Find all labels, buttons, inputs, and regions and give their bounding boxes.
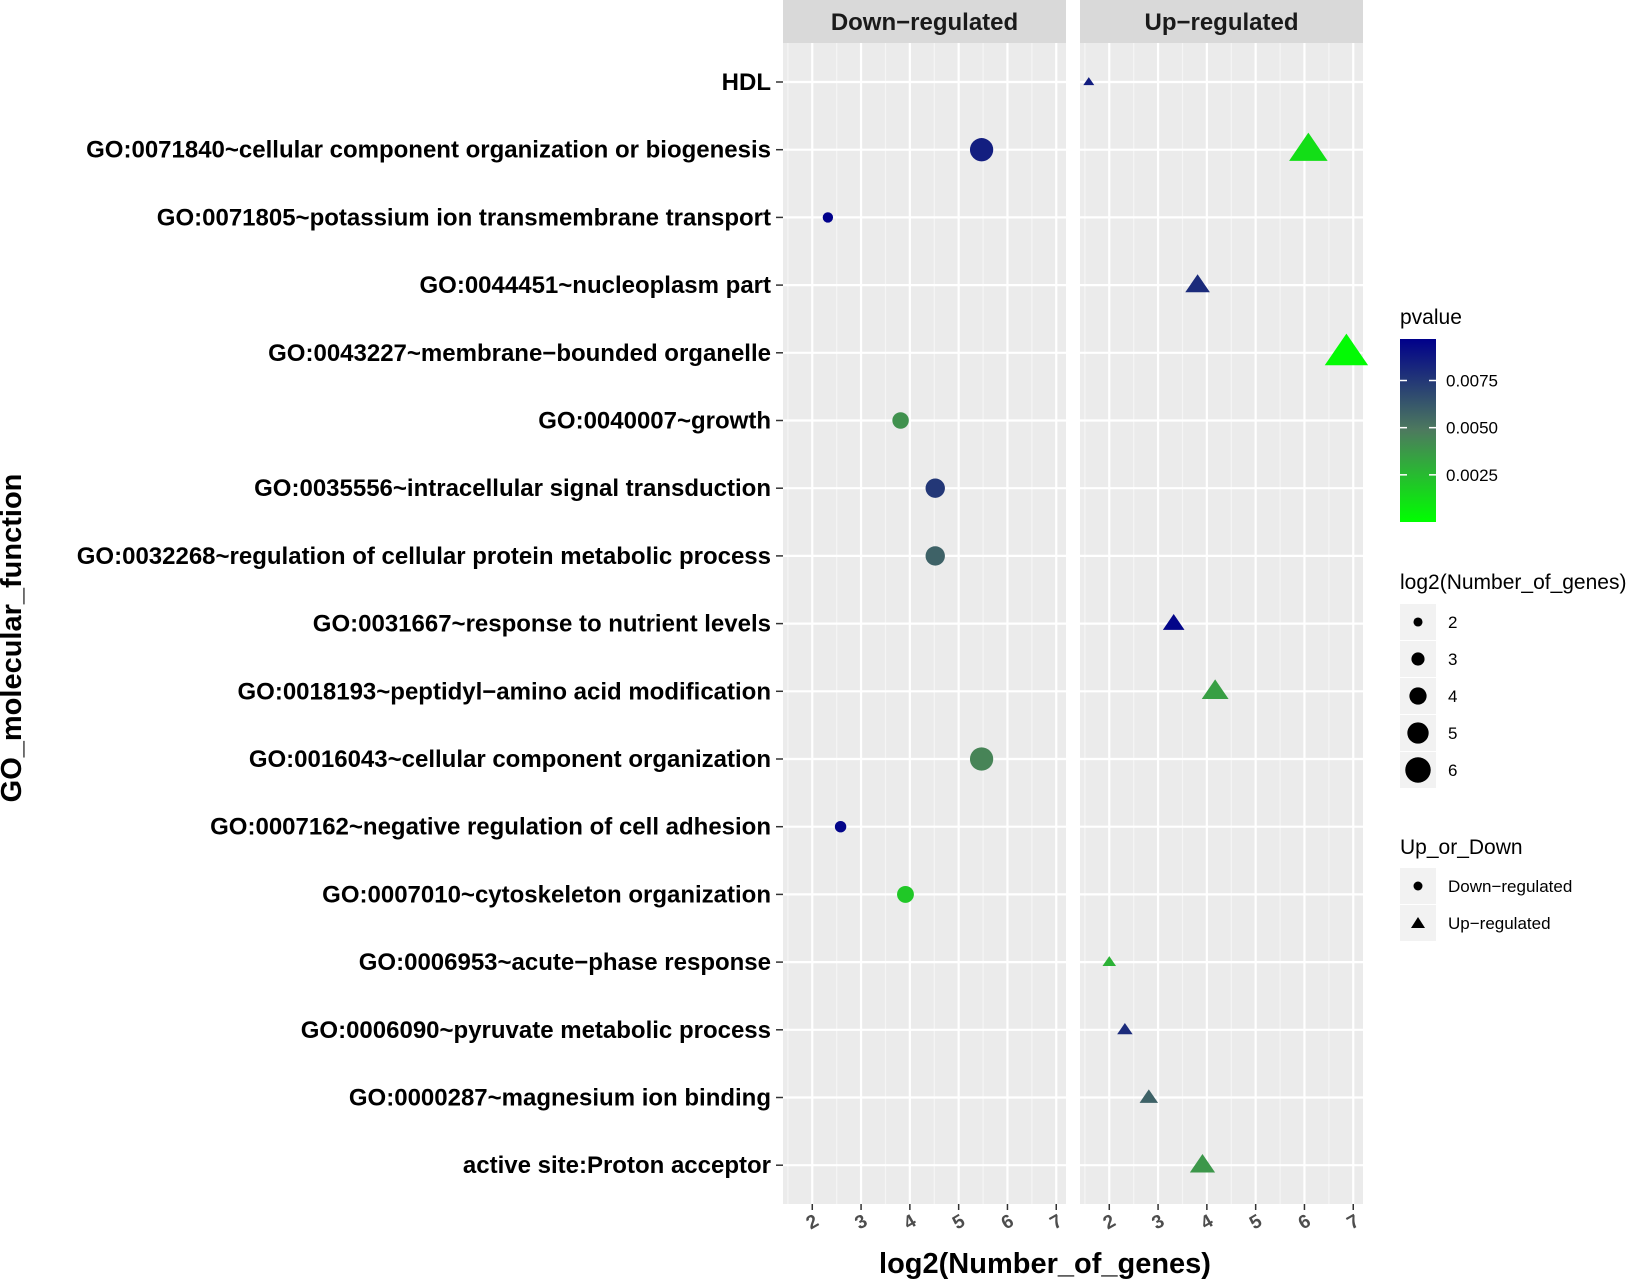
point-down-regulated <box>897 885 914 903</box>
y-tick-label: GO:0032268~regulation of cellular protei… <box>77 543 771 570</box>
size-legend-label: 6 <box>1448 761 1457 780</box>
size-legend-label: 2 <box>1448 613 1457 632</box>
colorbar-tick-label: 0.0075 <box>1446 372 1498 391</box>
x-tick-label: 5 <box>1246 1210 1266 1234</box>
size-legend-title: log2(Number_of_genes) <box>1400 571 1626 594</box>
colorbar <box>1400 339 1436 522</box>
y-tick-label: HDL <box>722 69 771 96</box>
y-tick-labels: HDL GO:0071840~cellular component organiz… <box>77 69 783 1179</box>
point-up-regulated <box>1162 614 1185 630</box>
facet-strip-label: Up−regulated <box>1144 9 1298 36</box>
point-down-regulated <box>969 747 994 771</box>
y-tick-label: GO:0006090~pyruvate metabolic process <box>301 1017 771 1044</box>
colorbar-title: pvalue <box>1400 306 1462 329</box>
y-tick-label: GO:0007010~cytoskeleton organization <box>322 881 771 908</box>
facet-panel-up: Up−regulated 2 3 4 5 6 7 <box>1080 0 1363 1234</box>
y-tick-label: GO:0031667~response to nutrient levels <box>313 611 771 638</box>
point-up-regulated <box>1139 1089 1159 1103</box>
size-legend-key <box>1409 687 1427 705</box>
y-tick-label: GO:0007162~negative regulation of cell a… <box>210 814 771 841</box>
y-tick-label: GO:0035556~intracellular signal transduc… <box>254 475 771 502</box>
x-tick-label: 2 <box>803 1211 823 1234</box>
facet-strip-label: Down−regulated <box>831 9 1018 36</box>
y-tick-label: GO:0044451~nucleoplasm part <box>420 272 772 299</box>
legend: pvalue 0.0075 0.0050 0.0025 log2(Number_of_g… <box>1400 306 1626 941</box>
point-down-regulated <box>892 412 909 429</box>
size-legend-label: 3 <box>1448 650 1457 669</box>
size-legend-label: 4 <box>1448 687 1457 706</box>
x-tick-label: 2 <box>1100 1211 1120 1234</box>
y-tick-label: GO:0006953~acute−phase response <box>359 949 771 976</box>
x-tick-label: 7 <box>1047 1211 1067 1234</box>
point-up-regulated <box>1185 274 1210 293</box>
shape-legend-title: Up_or_Down <box>1400 836 1523 859</box>
point-down-regulated <box>834 820 847 833</box>
x-tick-label: 3 <box>851 1211 871 1234</box>
x-tick-label: 4 <box>1197 1210 1217 1234</box>
size-legend-label: 5 <box>1448 724 1457 743</box>
point-up-regulated <box>1083 77 1095 86</box>
size-legend-key <box>1413 617 1423 627</box>
facet-panel-down: Down−regulated 2 3 4 5 6 7 <box>783 0 1066 1234</box>
y-tick-label: GO:0071805~potassium ion transmembrane t… <box>157 204 771 231</box>
x-tick-label: 4 <box>900 1210 920 1234</box>
colorbar-tick-label: 0.0025 <box>1446 466 1498 485</box>
point-up-regulated <box>1289 132 1328 161</box>
x-tick-label: 5 <box>949 1210 969 1234</box>
y-tick-label: GO:0043227~membrane−bounded organelle <box>268 340 771 367</box>
size-legend-key <box>1411 652 1425 666</box>
shape-legend-triangle <box>1411 917 1425 928</box>
shape-legend-circle <box>1413 881 1423 891</box>
point-down-regulated <box>925 478 945 498</box>
point-down-regulated <box>822 212 834 223</box>
facet-strip-bg <box>1080 0 1363 43</box>
point-up-regulated <box>1117 1022 1133 1035</box>
y-axis-title: GO_molecular_function <box>0 474 28 803</box>
shape-legend-label: Up−regulated <box>1448 914 1551 933</box>
colorbar-tick-label: 0.0050 <box>1446 419 1498 438</box>
y-tick-label: GO:0040007~growth <box>538 408 771 435</box>
size-legend-key <box>1407 722 1429 744</box>
point-up-regulated <box>1102 956 1117 967</box>
shape-legend-label: Down−regulated <box>1448 877 1572 896</box>
point-down-regulated <box>969 138 994 162</box>
point-up-regulated <box>1189 1154 1216 1173</box>
y-tick-label: active site:Proton acceptor <box>463 1152 771 1179</box>
x-tick-label: 3 <box>1148 1211 1168 1234</box>
point-down-regulated <box>925 546 945 566</box>
y-tick-label: GO:0018193~peptidyl−amino acid modificat… <box>238 678 772 705</box>
point-up-regulated <box>1324 333 1369 366</box>
y-tick-label: GO:0071840~cellular component organizati… <box>86 137 771 164</box>
data-points <box>822 77 1369 1173</box>
y-tick-label: GO:0000287~magnesium ion binding <box>349 1085 771 1112</box>
point-up-regulated <box>1201 679 1229 700</box>
y-tick-label: GO:0016043~cellular component organizati… <box>249 746 771 773</box>
x-tick-label: 6 <box>998 1211 1018 1234</box>
facet-panels: Down−regulated 2 3 4 5 6 7 Up−regulated 2 3 4 5 6 7 <box>783 0 1363 1234</box>
x-tick-label: 6 <box>1295 1211 1315 1234</box>
x-axis-title: log2(Number_of_genes) <box>879 1248 1211 1280</box>
size-legend-key <box>1405 757 1431 783</box>
x-tick-label: 7 <box>1344 1211 1364 1234</box>
facet-strip-bg <box>783 0 1066 43</box>
